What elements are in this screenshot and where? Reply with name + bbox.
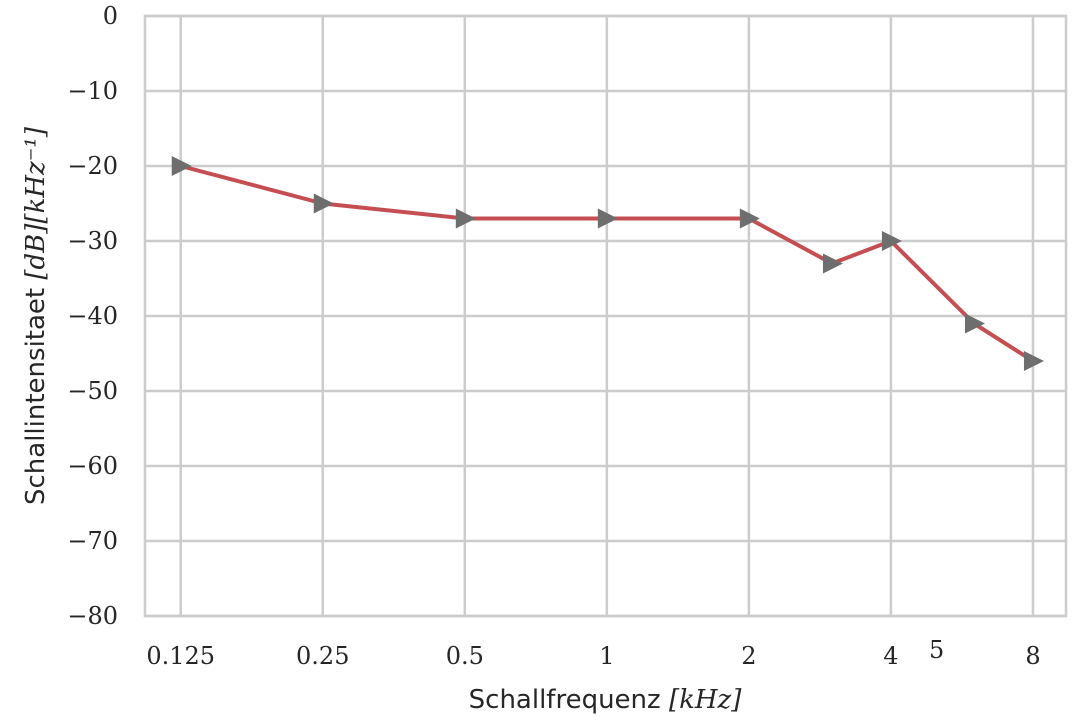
y-tick-label-0: 0 xyxy=(103,2,118,30)
data-point-1 xyxy=(313,193,334,214)
y-axis-label: Schallintensitaet [dB][kHz⁻¹] xyxy=(21,126,51,505)
y-tick-label-4: −40 xyxy=(67,302,118,330)
data-point-4 xyxy=(739,208,760,229)
y-tick-labels: 0 −10 −20 −30 −40 −50 −60 −70 −80 xyxy=(67,2,118,630)
data-point-2 xyxy=(455,208,476,229)
y-tick-label-2: −20 xyxy=(67,152,118,180)
plot-frame xyxy=(143,14,1068,618)
y-tick-label-8: −80 xyxy=(67,602,118,630)
x-minor-tick-label-0: 5 xyxy=(929,636,944,664)
y-tick-label-1: −10 xyxy=(67,77,118,105)
x-tick-label-2: 0.5 xyxy=(446,642,484,670)
data-point-0 xyxy=(171,156,192,176)
data-point-6 xyxy=(881,231,902,251)
data-point-7 xyxy=(965,313,986,334)
x-tick-label-1: 0.25 xyxy=(296,642,349,670)
x-tick-label-5: 4 xyxy=(883,642,898,670)
y-tick-label-6: −60 xyxy=(67,452,118,480)
y-tick-label-7: −70 xyxy=(67,527,118,555)
series-layer xyxy=(171,156,1044,371)
x-tick-label-3: 1 xyxy=(599,642,614,670)
x-tick-label-6: 8 xyxy=(1025,642,1040,670)
data-point-3 xyxy=(597,208,618,229)
data-point-8 xyxy=(1023,351,1044,371)
data-point-5 xyxy=(822,253,843,274)
x-tick-label-0: 0.125 xyxy=(146,642,215,670)
y-tick-label-5: −50 xyxy=(67,377,118,405)
y-tick-label-3: −30 xyxy=(67,227,118,255)
x-axis-label: Schallfrequenz [kHz] xyxy=(469,685,743,715)
x-tick-label-4: 2 xyxy=(741,642,756,670)
x-tick-labels: 0.125 0.25 0.5 1 2 4 8 5 xyxy=(146,636,1040,670)
